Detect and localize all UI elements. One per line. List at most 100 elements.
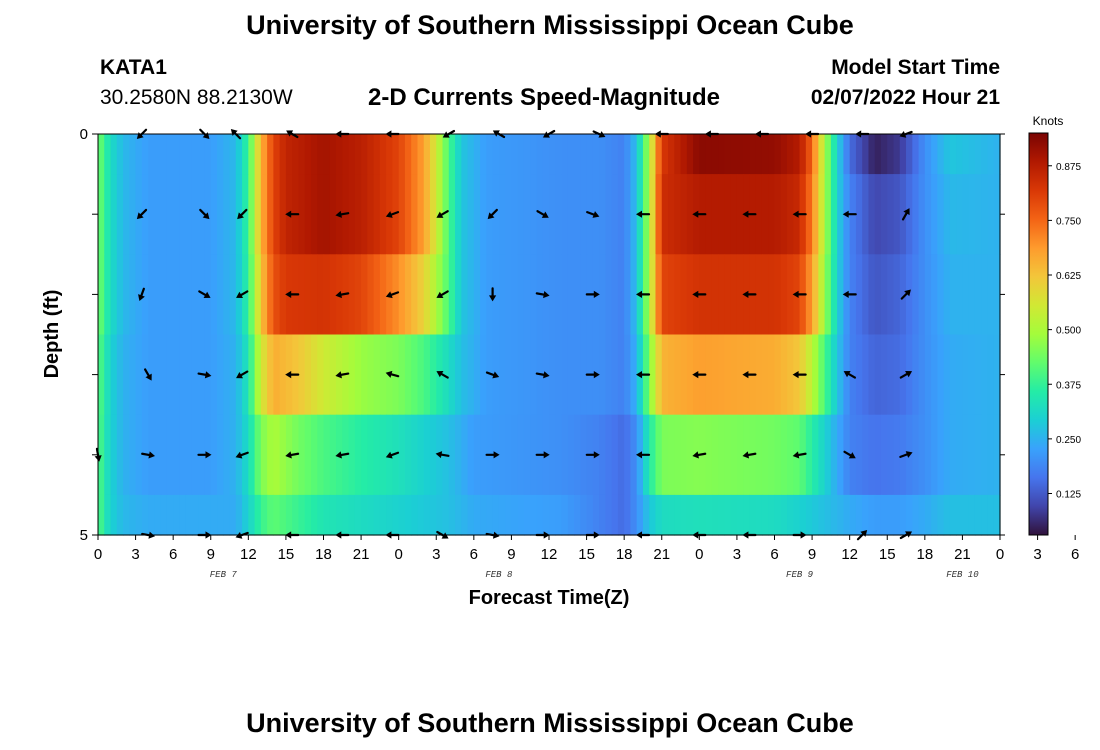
- heatmap-cell: [774, 414, 782, 496]
- heatmap-cell: [123, 494, 130, 536]
- heatmap-cell: [931, 174, 938, 255]
- heatmap-cell: [379, 494, 387, 536]
- heatmap-cell: [674, 414, 682, 496]
- heatmap-cell: [354, 254, 362, 336]
- heatmap-cell: [918, 414, 926, 496]
- heatmap-cell: [423, 254, 431, 336]
- heatmap-cell: [761, 174, 769, 255]
- current-vector: [901, 208, 910, 221]
- heatmap-cell: [561, 174, 569, 255]
- current-vector: [436, 290, 449, 299]
- heatmap-cell: [273, 254, 281, 336]
- heatmap-cell: [242, 254, 249, 336]
- current-vector: [385, 451, 400, 459]
- heatmap-cell: [849, 134, 857, 175]
- heatmap-cell: [104, 414, 112, 496]
- heatmap-cell: [711, 174, 719, 255]
- heatmap-cell: [448, 414, 456, 496]
- heatmap-cell: [630, 254, 638, 336]
- heatmap-cell: [361, 334, 368, 416]
- heatmap-cell: [185, 414, 193, 496]
- heatmap-cell: [686, 334, 694, 416]
- heatmap-cell: [962, 174, 970, 255]
- heatmap-cell: [166, 254, 174, 336]
- heatmap-cell: [254, 414, 262, 496]
- heatmap-cell: [492, 134, 500, 175]
- current-vector: [636, 290, 651, 298]
- heatmap-cell: [874, 334, 882, 416]
- heatmap-cell: [705, 174, 713, 255]
- x-tick-label: 6: [1071, 546, 1079, 563]
- heatmap-cell: [906, 494, 913, 536]
- heatmap-cell: [223, 414, 231, 496]
- heatmap-cell: [110, 254, 118, 336]
- heatmap-cell: [467, 494, 475, 536]
- heatmap-cell: [298, 494, 306, 536]
- heatmap-cell: [755, 334, 763, 416]
- current-vector: [285, 210, 300, 218]
- heatmap-cell: [210, 494, 218, 536]
- heatmap-cell: [949, 254, 957, 336]
- heatmap-cell: [580, 414, 588, 496]
- heatmap-cell: [981, 334, 989, 416]
- heatmap-cell: [198, 494, 206, 536]
- heatmap-cell: [868, 334, 876, 416]
- heatmap-cell: [561, 334, 569, 416]
- heatmap-cell: [191, 334, 199, 416]
- heatmap-cell: [248, 494, 256, 536]
- heatmap-cell: [931, 254, 938, 336]
- heatmap-cell: [567, 174, 575, 255]
- heatmap-cell: [498, 414, 506, 496]
- heatmap-cell: [198, 174, 206, 255]
- heatmap-cell: [273, 414, 281, 496]
- heatmap-cell: [260, 414, 268, 496]
- heatmap-cell: [912, 494, 920, 536]
- heatmap-cell: [404, 494, 412, 536]
- heatmap-cell: [974, 334, 982, 416]
- heatmap-cell: [367, 414, 375, 496]
- heatmap-cell: [191, 414, 199, 496]
- heatmap-cell: [398, 494, 406, 536]
- heatmap-cell: [617, 494, 625, 536]
- heatmap-cell: [254, 334, 262, 416]
- heatmap-cell: [736, 134, 744, 175]
- heatmap-cell: [348, 494, 356, 536]
- heatmap-cell: [824, 174, 832, 255]
- heatmap-cell: [210, 414, 218, 496]
- heatmap-cell: [536, 494, 544, 536]
- heatmap-cell: [517, 174, 525, 255]
- heatmap-cell: [498, 494, 506, 536]
- heatmap-cell: [974, 254, 982, 336]
- heatmap-cell: [185, 174, 193, 255]
- heatmap-cell: [649, 134, 657, 175]
- heatmap-cell: [968, 414, 976, 496]
- heatmap-cell: [373, 494, 381, 536]
- heatmap-cell: [868, 494, 876, 536]
- heatmap-cell: [304, 174, 312, 255]
- heatmap-cell: [361, 134, 368, 175]
- heatmap-cell: [148, 174, 155, 255]
- heatmap-cell: [574, 334, 581, 416]
- heatmap-cell: [455, 494, 462, 536]
- heatmap-cell: [805, 254, 813, 336]
- heatmap-cell: [624, 134, 632, 175]
- heatmap-cell: [260, 134, 268, 175]
- heatmap-cell: [317, 334, 325, 416]
- heatmap-cell: [668, 134, 675, 175]
- heatmap-cell: [887, 334, 895, 416]
- x-tick-label: 3: [733, 546, 741, 563]
- heatmap-cell: [705, 254, 713, 336]
- current-vector: [435, 451, 450, 459]
- current-vector: [436, 370, 449, 379]
- heatmap-cell: [549, 174, 556, 255]
- heatmap-cell: [711, 254, 719, 336]
- heatmap-cell: [173, 494, 181, 536]
- heatmap-cell: [498, 254, 506, 336]
- heatmap-cell: [718, 134, 725, 175]
- heatmap-cell: [480, 494, 487, 536]
- heatmap-cell: [943, 494, 951, 536]
- heatmap-cell: [242, 134, 249, 175]
- heatmap-cell: [398, 254, 406, 336]
- heatmap-cell: [555, 254, 563, 336]
- heatmap-cell: [210, 334, 218, 416]
